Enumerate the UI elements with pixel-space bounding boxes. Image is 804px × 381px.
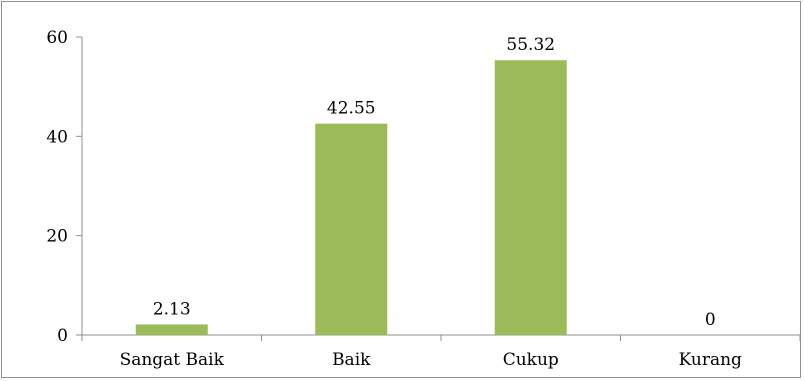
bar (315, 123, 388, 335)
bars-group (135, 60, 567, 336)
data-label: 0 (705, 310, 716, 330)
x-ticks-group (81, 335, 801, 341)
data-label: 42.55 (327, 99, 376, 119)
x-tick-label: Kurang (679, 350, 742, 370)
data-label: 55.32 (506, 35, 555, 55)
x-tick-label: Baik (332, 350, 371, 370)
bar (135, 324, 208, 335)
axes-group (81, 37, 800, 336)
y-tick-label: 0 (57, 326, 68, 346)
x-tick-label: Sangat Baik (120, 350, 225, 370)
y-tick-label: 60 (46, 28, 68, 48)
y-tick-label: 20 (46, 227, 68, 247)
y-ticks-group: 0 20 40 60 (46, 28, 82, 346)
category-labels-group: Sangat Baik Baik Cukup Kurang (120, 350, 742, 370)
x-tick-label: Cukup (503, 350, 559, 370)
data-label: 2.13 (153, 299, 191, 319)
bar (494, 60, 567, 336)
data-labels-group: 2.13 42.55 55.32 0 (153, 35, 716, 330)
y-tick-label: 40 (46, 127, 68, 147)
